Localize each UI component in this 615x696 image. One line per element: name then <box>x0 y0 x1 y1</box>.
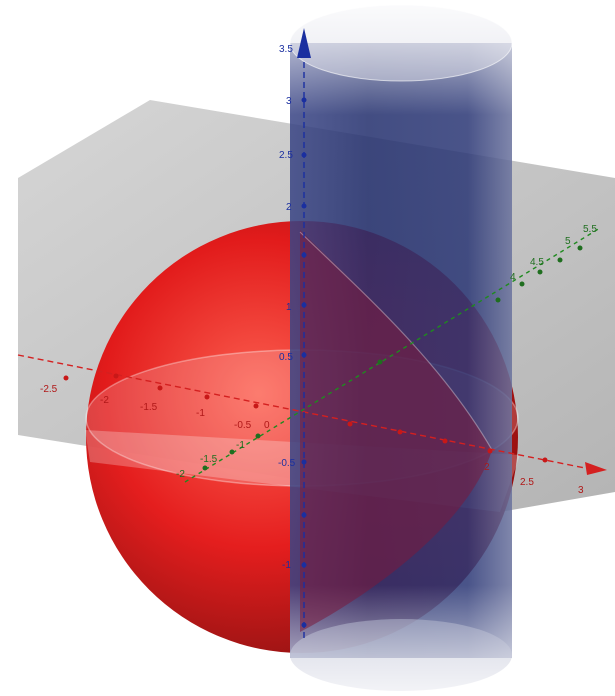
z-tick <box>301 562 307 568</box>
y-label: 5.5 <box>583 224 597 235</box>
z-label: -1 <box>282 560 291 571</box>
y-tick <box>229 449 235 455</box>
y-tick <box>202 465 208 471</box>
x-axis-labels: -2.5 -2 -1.5 -1 -0.5 0 2 2.5 3 <box>40 384 584 496</box>
z-tick <box>301 97 307 103</box>
x-tick <box>442 438 448 444</box>
y-label: -1.5 <box>200 454 218 465</box>
z-axis-labels: 3.5 3 2.5 2 1 0.5 -0.5 -1 <box>278 44 296 571</box>
x-axis-ticks <box>63 373 548 463</box>
y-axis-ticks <box>202 245 583 471</box>
x-label: 0 <box>264 420 270 431</box>
z-tick <box>301 459 307 465</box>
cylinder-top-fade <box>290 5 512 115</box>
z-tick <box>301 512 307 518</box>
z-label: 2.5 <box>279 150 293 161</box>
z-tick <box>301 622 307 628</box>
x-label: -2 <box>100 395 109 406</box>
x-label: -2.5 <box>40 384 58 395</box>
x-label: -1 <box>196 408 205 419</box>
x-tick <box>347 421 353 427</box>
x-label: -1.5 <box>140 402 158 413</box>
z-label: 2 <box>286 202 292 213</box>
z-tick <box>301 203 307 209</box>
y-tick <box>377 359 383 365</box>
x-axis-arrow <box>585 462 607 475</box>
y-axis-labels: -2 -1.5 -1 4 4.5 5 5.5 <box>176 224 597 480</box>
z-axis-arrow <box>297 28 311 58</box>
z-label: 3 <box>286 96 292 107</box>
intersection-curve <box>299 231 493 451</box>
x-tick <box>157 385 163 391</box>
z-tick <box>301 352 307 358</box>
y-label: 4 <box>510 272 516 283</box>
z-axis-ticks <box>301 97 307 628</box>
z-label: 0.5 <box>279 352 293 363</box>
z-tick <box>301 252 307 258</box>
y-label: -2 <box>176 469 185 480</box>
x-label: -0.5 <box>234 420 252 431</box>
x-tick <box>253 403 259 409</box>
y-label: -1 <box>236 440 245 451</box>
x-tick <box>487 448 493 454</box>
x-tick <box>397 429 403 435</box>
y-label: 5 <box>565 236 571 247</box>
x-tick <box>113 373 119 379</box>
z-label: 3.5 <box>279 44 293 55</box>
y-tick <box>495 297 501 303</box>
x-label: 2 <box>484 462 490 473</box>
x-tick <box>204 394 210 400</box>
x-tick <box>542 457 548 463</box>
x-tick <box>63 375 69 381</box>
x-label: 3 <box>578 485 584 496</box>
y-tick <box>255 433 261 439</box>
z-tick <box>301 152 307 158</box>
y-tick <box>557 257 563 263</box>
y-axis <box>184 227 601 483</box>
y-label: 4.5 <box>530 257 544 268</box>
z-label: 1 <box>286 302 292 313</box>
z-label: -0.5 <box>278 458 296 469</box>
y-tick <box>537 269 543 275</box>
y-tick <box>519 281 525 287</box>
z-tick <box>301 302 307 308</box>
y-tick <box>577 245 583 251</box>
x-label: 2.5 <box>520 477 534 488</box>
